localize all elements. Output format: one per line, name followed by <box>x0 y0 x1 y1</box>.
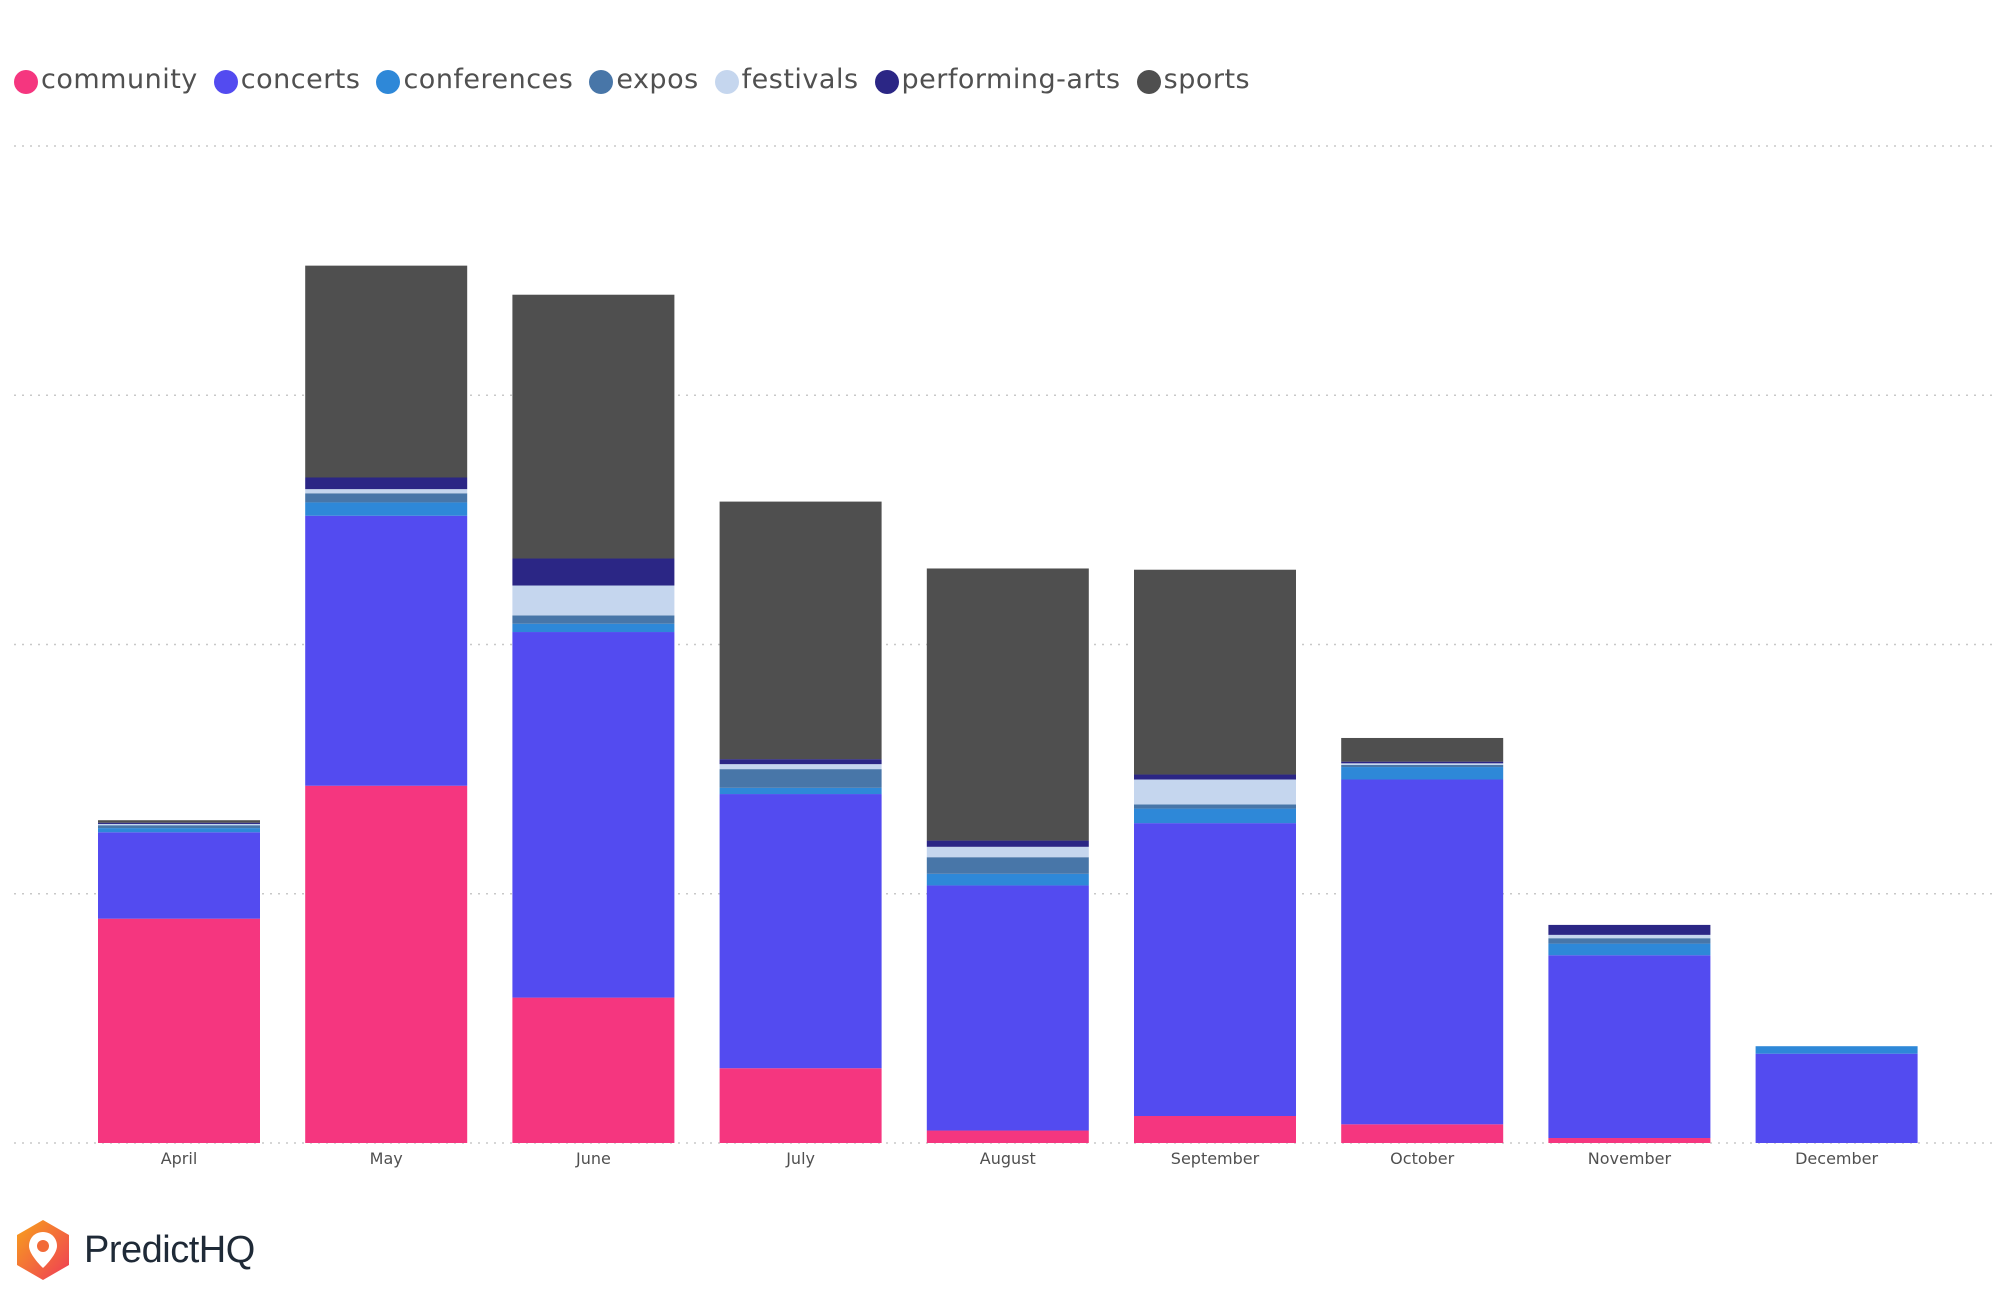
bar-october-festivals[interactable] <box>1341 763 1504 765</box>
bar-november-festivals[interactable] <box>1548 934 1711 939</box>
bar-april-festivals[interactable] <box>98 823 260 826</box>
legend-item-concerts[interactable]: concerts <box>213 64 361 95</box>
bar-october-performing-arts[interactable] <box>1341 761 1504 764</box>
stacked-bar-chart: April May June July August September October No… <box>14 145 1992 1168</box>
x-tick-label: September <box>1171 1149 1260 1168</box>
bar-may-concerts[interactable] <box>305 515 468 786</box>
bar-june-expos[interactable] <box>512 615 675 624</box>
bar-september-sports[interactable] <box>1134 569 1296 775</box>
brand-name: PredictHQ <box>84 1228 255 1271</box>
bar-july-sports[interactable] <box>719 501 882 760</box>
bar-june-performing-arts[interactable] <box>512 558 675 586</box>
legend-marker-icon <box>1136 69 1161 94</box>
bar-april-expos[interactable] <box>98 825 260 829</box>
bar-august-expos[interactable] <box>926 857 1089 874</box>
bar-july-festivals[interactable] <box>719 764 882 770</box>
legend-item-performing-arts[interactable]: performing-arts <box>874 64 1121 95</box>
legend-marker-icon <box>213 69 238 94</box>
legend-label: concerts <box>240 64 361 95</box>
legend-label: conferences <box>403 64 574 95</box>
legend: community concerts conferences expos festiva… <box>14 64 1266 95</box>
legend-item-expos[interactable]: expos <box>589 64 698 95</box>
bar-july-performing-arts[interactable] <box>719 759 882 765</box>
bar-may-sports[interactable] <box>305 265 468 478</box>
bar-july-concerts[interactable] <box>719 794 882 1069</box>
bar-august-community[interactable] <box>926 1130 1089 1143</box>
bar-november-community[interactable] <box>1548 1138 1711 1143</box>
bar-july-community[interactable] <box>719 1068 882 1143</box>
bar-august-performing-arts[interactable] <box>926 840 1089 847</box>
legend-item-community[interactable]: community <box>14 64 198 95</box>
bar-july-expos[interactable] <box>719 769 882 788</box>
x-tick-label: July <box>785 1149 815 1168</box>
bar-october-expos[interactable] <box>1341 764 1504 768</box>
bar-june-community[interactable] <box>512 997 675 1143</box>
bar-may-community[interactable] <box>305 785 468 1143</box>
predicthq-logo: PredictHQ <box>14 1218 255 1282</box>
legend-marker-icon <box>714 69 739 94</box>
legend-marker-icon <box>589 69 614 94</box>
bar-april-performing-arts[interactable] <box>98 822 260 824</box>
bar-november-conferences[interactable] <box>1548 943 1711 956</box>
bar-september-concerts[interactable] <box>1134 823 1296 1116</box>
bar-april-concerts[interactable] <box>98 832 260 919</box>
legend-item-sports[interactable]: sports <box>1136 64 1251 95</box>
bar-may-performing-arts[interactable] <box>305 477 468 490</box>
bar-november-expos[interactable] <box>1548 938 1711 944</box>
bar-november-concerts[interactable] <box>1548 955 1711 1139</box>
bar-december-conferences[interactable] <box>1755 1046 1918 1054</box>
x-tick-label: October <box>1390 1149 1454 1168</box>
predicthq-logo-icon <box>17 1220 69 1280</box>
bar-october-community[interactable] <box>1341 1124 1504 1143</box>
bar-april-community[interactable] <box>98 918 260 1143</box>
bar-august-festivals[interactable] <box>926 846 1089 858</box>
x-tick-label: December <box>1795 1149 1878 1168</box>
legend-label: performing-arts <box>901 64 1121 95</box>
bar-october-sports[interactable] <box>1341 737 1504 762</box>
bar-june-conferences[interactable] <box>512 623 675 633</box>
bar-august-sports[interactable] <box>926 568 1089 841</box>
bar-september-conferences[interactable] <box>1134 808 1296 824</box>
x-tick-label: August <box>980 1149 1036 1168</box>
bar-september-festivals[interactable] <box>1134 779 1296 805</box>
legend-item-conferences[interactable]: conferences <box>376 64 573 95</box>
legend-label: community <box>41 64 198 95</box>
bar-september-expos[interactable] <box>1134 804 1296 809</box>
bar-may-festivals[interactable] <box>305 489 468 494</box>
bar-august-conferences[interactable] <box>926 873 1089 886</box>
legend-marker-icon <box>874 69 899 94</box>
legend-label: sports <box>1163 64 1251 95</box>
x-tick-label: May <box>370 1149 403 1168</box>
bar-october-conferences[interactable] <box>1341 767 1504 780</box>
bar-june-festivals[interactable] <box>512 585 675 616</box>
x-tick-label: November <box>1588 1149 1672 1168</box>
x-tick-label: April <box>161 1149 198 1168</box>
bars <box>98 265 1918 1143</box>
bar-september-community[interactable] <box>1134 1115 1296 1143</box>
bar-september-performing-arts[interactable] <box>1134 774 1296 780</box>
x-tick-label: June <box>575 1149 611 1168</box>
legend-label: expos <box>616 64 699 95</box>
bar-june-sports[interactable] <box>512 294 675 559</box>
bar-december-concerts[interactable] <box>1755 1053 1918 1143</box>
bar-july-conferences[interactable] <box>719 787 882 795</box>
x-tick-labels: April May June July August September October No… <box>161 1149 1879 1168</box>
bar-august-concerts[interactable] <box>926 885 1089 1131</box>
legend-label: festivals <box>741 64 859 95</box>
legend-marker-icon <box>376 69 401 94</box>
bar-may-expos[interactable] <box>305 493 468 503</box>
legend-item-festivals[interactable]: festivals <box>714 64 859 95</box>
bar-april-sports[interactable] <box>98 820 260 823</box>
bar-november-performing-arts[interactable] <box>1548 924 1711 935</box>
bar-april-conferences[interactable] <box>98 828 260 833</box>
bar-october-concerts[interactable] <box>1341 779 1504 1125</box>
legend-marker-icon <box>14 69 38 94</box>
bar-may-conferences[interactable] <box>305 502 468 516</box>
bar-june-concerts[interactable] <box>512 632 675 998</box>
